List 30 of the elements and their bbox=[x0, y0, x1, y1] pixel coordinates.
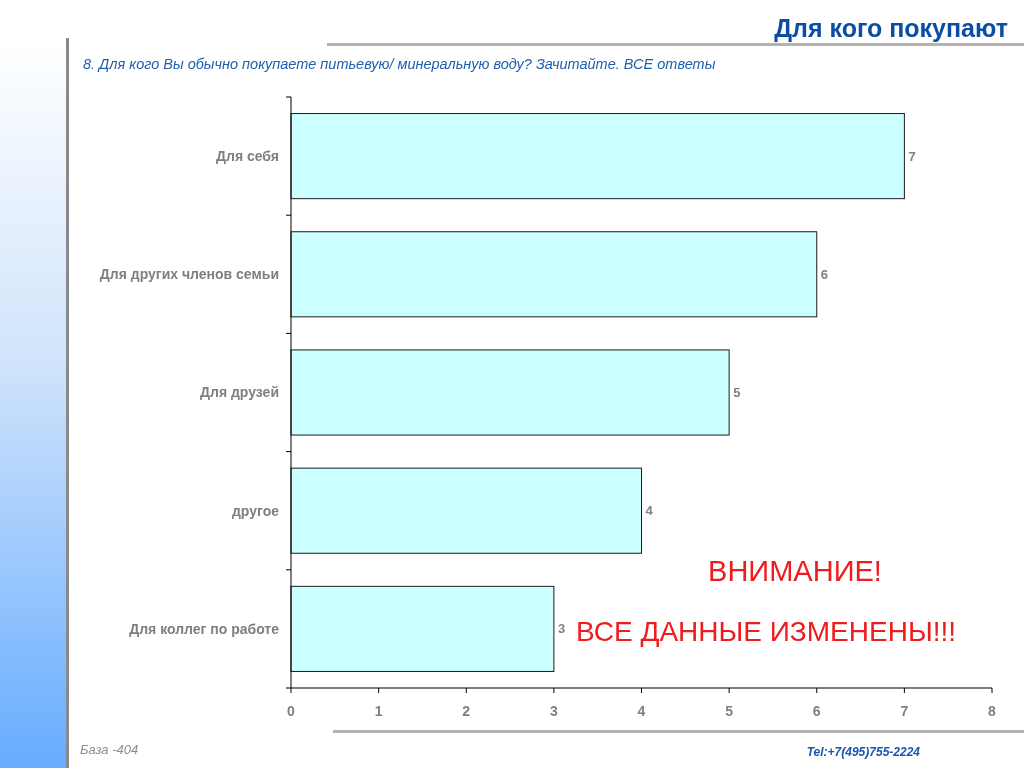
data-label: 5 bbox=[733, 385, 741, 401]
annotation: ВНИМАНИЕ! bbox=[708, 555, 882, 587]
x-tick-label: 1 bbox=[374, 703, 383, 719]
chart-subtitle: 8. Для кого Вы обычно покупаете питьевую/ минеральную воду? Зачитайте. ВСЕ ответы bbox=[83, 56, 716, 72]
y-tick-label: Для коллег по работе bbox=[129, 620, 280, 637]
y-tick-label: Для друзей bbox=[200, 384, 279, 401]
y-tick-label: Для себя bbox=[216, 148, 279, 164]
data-label: 6 bbox=[820, 266, 828, 282]
chart-title: Для кого покупают bbox=[774, 14, 1008, 42]
bar bbox=[290, 113, 905, 200]
x-tick-label: 3 bbox=[549, 703, 558, 719]
annotation: ВСЕ ДАННЫЕ ИЗМЕНЕНЫ!!! bbox=[576, 616, 957, 647]
data-label: 4 bbox=[645, 503, 654, 519]
data-label: 7 bbox=[908, 148, 916, 164]
text: Tel:+7(495)755-2224 bbox=[806, 745, 921, 759]
bar bbox=[290, 585, 555, 672]
bar bbox=[290, 467, 642, 554]
x-tick-label: 8 bbox=[988, 703, 997, 719]
y-tick-label: другое bbox=[231, 502, 280, 519]
x-tick-label: 0 bbox=[287, 703, 296, 719]
y-tick-label: Для других членов семьи bbox=[99, 266, 279, 283]
bar bbox=[290, 349, 730, 436]
text: База -404 bbox=[80, 742, 139, 757]
bar bbox=[290, 231, 818, 318]
x-tick-label: 7 bbox=[900, 703, 909, 719]
x-tick-label: 4 bbox=[637, 703, 646, 719]
x-tick-label: 5 bbox=[725, 703, 734, 719]
x-tick-label: 6 bbox=[812, 703, 821, 719]
data-label: 3 bbox=[557, 621, 566, 637]
x-tick-label: 2 bbox=[462, 703, 471, 719]
